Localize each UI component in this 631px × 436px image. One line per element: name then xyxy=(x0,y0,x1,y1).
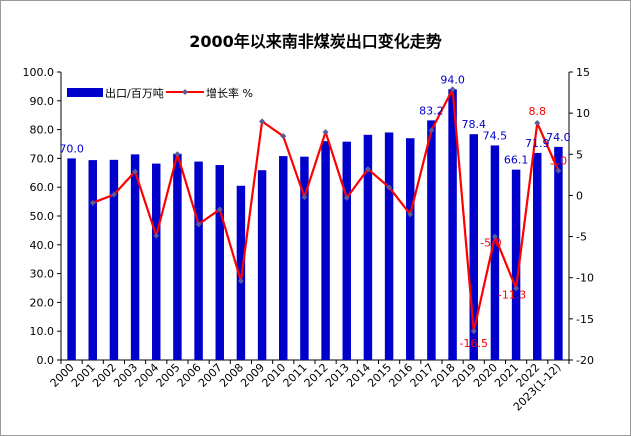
y-left-tick-label: 60.0 xyxy=(30,181,55,194)
y-right-tick-label: -15 xyxy=(576,313,594,326)
bar-data-label: 94.0 xyxy=(440,73,465,86)
bar-2000 xyxy=(67,158,76,360)
y-left-tick-label: 90.0 xyxy=(30,95,55,108)
growth-point-2011 xyxy=(301,194,308,201)
growth-point-2017 xyxy=(428,127,435,134)
bar-2021 xyxy=(511,169,521,360)
data-labels-group: 70.0 83.2 94.0 78.474.5 66.1 71.974.0 -16.5 -5.… xyxy=(59,73,570,350)
bar-2023(1-12) xyxy=(554,146,563,360)
bar-data-label: 83.2 xyxy=(419,104,444,117)
bar-data-label: 70.0 xyxy=(59,142,84,155)
legend-line-marker xyxy=(182,89,188,95)
y-left-tick-label: 10.0 xyxy=(30,325,55,338)
growth-data-label: -11.3 xyxy=(498,288,526,301)
legend-bar-label: 出口/百万吨 xyxy=(105,86,164,100)
bar-2004 xyxy=(152,163,161,360)
y-right-tick-label: 0 xyxy=(576,189,583,202)
bar-2005 xyxy=(173,153,182,360)
bar-2001 xyxy=(88,160,97,360)
growth-point-2002 xyxy=(110,191,117,198)
growth-point-2021 xyxy=(513,285,520,292)
bar-data-label: 74.5 xyxy=(483,129,508,142)
bar-2018 xyxy=(448,89,457,360)
bar-2014 xyxy=(363,134,373,360)
growth-point-2014 xyxy=(364,166,371,173)
growth-point-2007 xyxy=(216,206,223,213)
growth-point-2013 xyxy=(343,194,350,201)
line-group xyxy=(89,86,562,335)
bar-2022 xyxy=(533,152,542,360)
y-right-tick-label: 10 xyxy=(576,107,590,120)
growth-point-2005 xyxy=(174,151,181,158)
growth-point-2022 xyxy=(534,120,541,127)
bar-2003 xyxy=(130,154,140,360)
bars-group xyxy=(67,89,563,360)
growth-point-2006 xyxy=(195,221,202,228)
growth-point-2003 xyxy=(132,168,139,175)
y-left-tick-label: 20.0 xyxy=(30,296,55,309)
bar-data-label: 78.4 xyxy=(462,118,487,131)
growth-point-2004 xyxy=(153,232,160,239)
y-left-tick-label: 70.0 xyxy=(30,152,55,165)
y-left-tick-label: 30.0 xyxy=(30,268,55,281)
y-left-tick-label: 100.0 xyxy=(23,66,55,79)
growth-point-2008 xyxy=(237,278,244,285)
bar-2011 xyxy=(300,156,309,360)
growth-data-label: 3.0 xyxy=(550,155,568,168)
bar-data-label: 71.9 xyxy=(525,137,550,150)
bar-2009 xyxy=(257,170,267,360)
growth-point-2001 xyxy=(89,199,96,206)
growth-point-2015 xyxy=(386,184,393,191)
growth-point-2020 xyxy=(491,233,498,240)
y-left-tick-label: 40.0 xyxy=(30,239,55,252)
growth-point-2019 xyxy=(470,328,477,335)
growth-point-2012 xyxy=(322,129,329,136)
bar-2020 xyxy=(490,145,500,360)
bar-2006 xyxy=(194,161,203,360)
bar-2002 xyxy=(109,159,119,360)
y-left-tick-label: 50.0 xyxy=(30,210,55,223)
growth-point-2023(1-12) xyxy=(555,167,562,174)
y-right-tick-label: 15 xyxy=(576,66,590,79)
legend-bar-swatch xyxy=(67,88,103,97)
bar-2012 xyxy=(321,141,330,360)
bar-2007 xyxy=(215,165,224,360)
growth-point-2018 xyxy=(449,86,456,93)
legend-line-label: 增长率 % xyxy=(206,86,253,100)
bar-2013 xyxy=(342,141,351,360)
bar-2015 xyxy=(384,132,394,360)
y-right-tick-label: 5 xyxy=(576,148,583,161)
bar-2010 xyxy=(279,156,288,360)
y-left-tick-label: 0.0 xyxy=(37,354,55,367)
growth-data-label: 8.8 xyxy=(529,105,547,118)
bar-data-label: 66.1 xyxy=(504,154,529,167)
bar-2017 xyxy=(427,120,436,360)
bar-2016 xyxy=(406,138,415,360)
y-right-tick-label: -10 xyxy=(576,272,594,285)
legend: 出口/百万吨 增长率 % xyxy=(67,86,253,100)
growth-data-label: -16.5 xyxy=(460,337,488,350)
bar-data-label: 74.0 xyxy=(546,131,571,144)
y-left-tick-label: 80.0 xyxy=(30,124,55,137)
y-right-tick-label: -20 xyxy=(576,354,594,367)
growth-data-label: -5.0 xyxy=(480,237,501,250)
y-right-tick-label: -5 xyxy=(576,231,587,244)
bar-2019 xyxy=(469,134,478,360)
growth-point-2016 xyxy=(407,211,414,218)
growth-point-2009 xyxy=(259,118,266,125)
growth-point-2010 xyxy=(280,133,287,140)
chart-title: 2000年以来南非煤炭出口变化走势 xyxy=(189,32,442,51)
